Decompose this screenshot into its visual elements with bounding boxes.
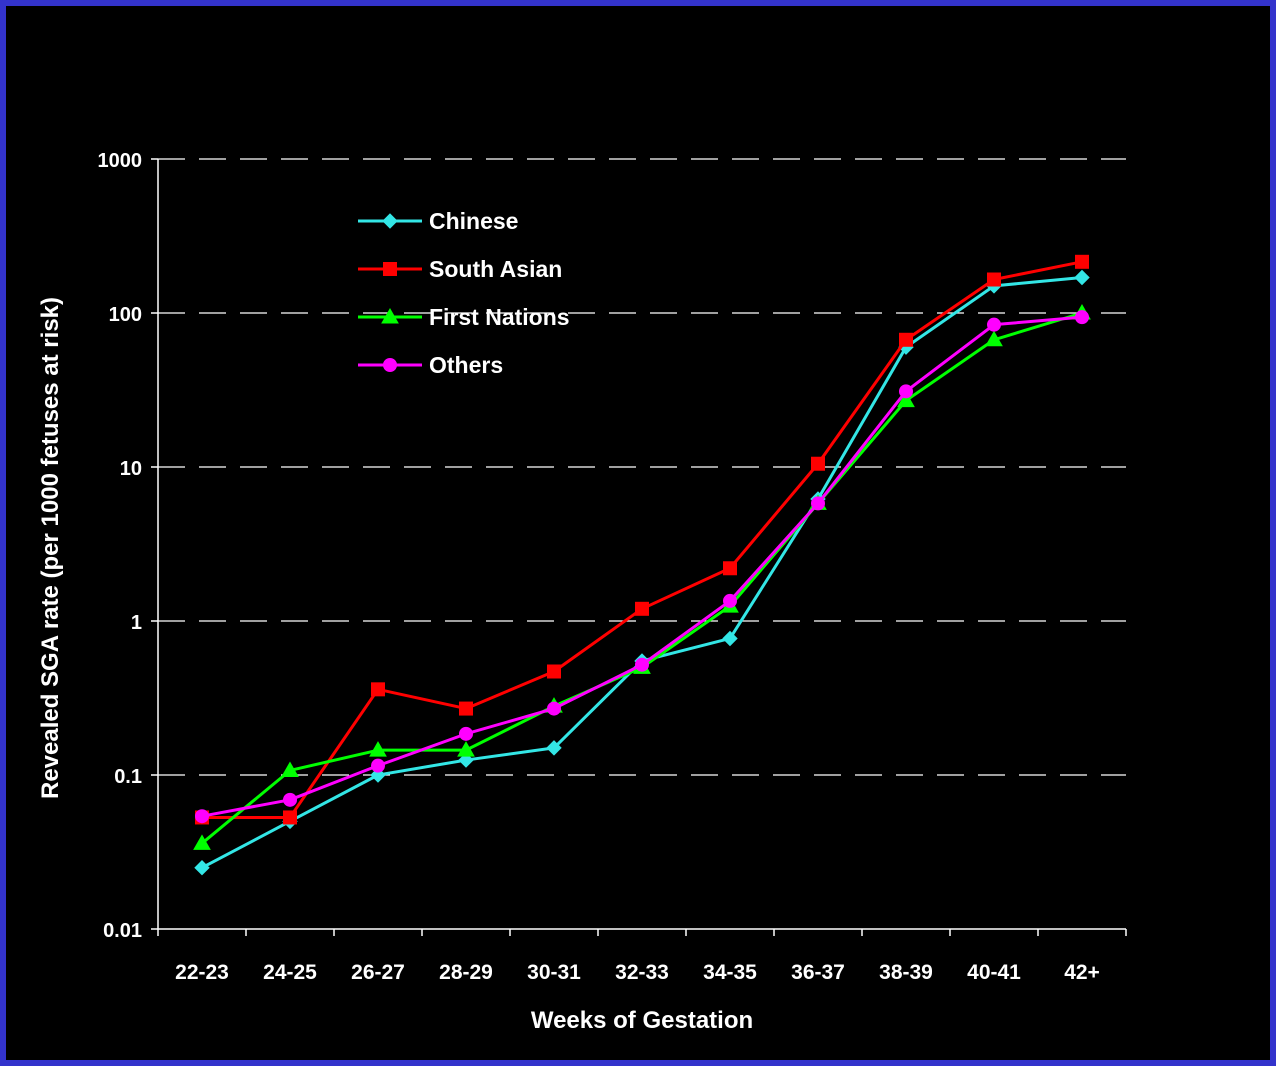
grid-lines [151, 158, 1127, 936]
series-first-nations [193, 303, 1091, 850]
series-line [202, 260, 1083, 819]
data-point-triangle [369, 741, 387, 757]
data-point-square [723, 561, 737, 576]
data-point-circle [459, 726, 473, 741]
x-tick-label: 38-39 [879, 961, 933, 984]
data-point-square [811, 456, 825, 471]
data-point-circle [899, 384, 913, 399]
data-point-square [459, 701, 473, 716]
legend-label: First Nations [429, 304, 570, 330]
data-point-triangle [193, 834, 211, 850]
x-tick-label: 28-29 [439, 961, 493, 984]
series-line [201, 311, 1083, 845]
data-point-triangle [897, 391, 915, 408]
data-point-square [547, 664, 561, 679]
legend-label: South Asian [429, 256, 562, 282]
data-point-triangle [381, 307, 399, 324]
line-chart: 0.01 0.1 1 10 100 1000 22-23 24-25 26-27 28-29 30… [37, 150, 1127, 1034]
y-tick-label: 10 [120, 458, 142, 480]
data-point-square [635, 601, 649, 616]
x-tick-label: 34-35 [703, 961, 757, 984]
data-point-circle [283, 792, 297, 807]
data-point-triangle [985, 330, 1003, 347]
data-point-diamond [546, 740, 562, 756]
data-point-circle [635, 657, 649, 672]
data-point-circle [547, 701, 561, 716]
x-tick-label: 42+ [1064, 961, 1100, 984]
data-point-square [383, 262, 397, 276]
y-tick-label: 100 [109, 304, 142, 326]
x-tick-labels: 22-23 24-25 26-27 28-29 30-31 32-33 34-35 36-37… [175, 961, 1100, 984]
data-point-square [987, 272, 1001, 287]
chart-slide: 0.01 0.1 1 10 100 1000 22-23 24-25 26-27 28-29 30… [6, 6, 1270, 1060]
data-point-square [1075, 254, 1089, 269]
legend-label: Others [429, 352, 503, 378]
data-point-diamond [382, 213, 398, 229]
series-line [201, 315, 1083, 818]
x-tick-label: 36-37 [791, 961, 845, 984]
y-tick-label: 1 [131, 612, 142, 634]
data-point-circle [383, 358, 397, 372]
x-tick-label: 26-27 [351, 961, 405, 984]
legend: Chinese South Asian First Nations Others [358, 208, 570, 378]
legend-item: South Asian [358, 256, 562, 282]
legend-item: First Nations [358, 304, 570, 330]
data-point-circle [723, 593, 737, 608]
data-point-triangle [281, 761, 299, 777]
y-tick-labels: 0.01 0.1 1 10 100 1000 [98, 150, 143, 942]
data-point-square [899, 332, 913, 347]
x-tick-label: 32-33 [615, 961, 669, 984]
legend-item: Others [358, 352, 503, 378]
x-tick-label: 24-25 [263, 961, 317, 984]
series-others [195, 310, 1089, 824]
data-point-circle [195, 809, 209, 824]
data-point-square [371, 682, 385, 697]
y-axis-title: Revealed SGA rate (per 1000 fetuses at r… [37, 297, 64, 799]
legend-item: Chinese [358, 208, 518, 234]
x-tick-label: 40-41 [967, 961, 1021, 984]
data-point-diamond [722, 630, 738, 647]
x-tick-label: 30-31 [527, 961, 581, 984]
y-tick-label: 0.01 [103, 920, 142, 942]
data-point-triangle [457, 741, 475, 757]
data-point-circle [811, 496, 825, 511]
x-tick-label: 22-23 [175, 961, 229, 984]
y-tick-label: 1000 [98, 150, 143, 172]
series-lines [193, 254, 1091, 876]
data-point-square [283, 810, 297, 825]
series-south-asian [195, 254, 1089, 825]
series-line [201, 276, 1083, 870]
data-point-diamond [1074, 269, 1090, 286]
axes [157, 159, 1126, 930]
data-point-circle [1075, 310, 1089, 325]
y-tick-label: 0.1 [114, 766, 142, 788]
data-point-circle [987, 317, 1001, 332]
legend-label: Chinese [429, 208, 518, 234]
data-point-circle [371, 758, 385, 773]
data-point-diamond [194, 860, 210, 876]
x-axis-title: Weeks of Gestation [531, 1007, 753, 1034]
